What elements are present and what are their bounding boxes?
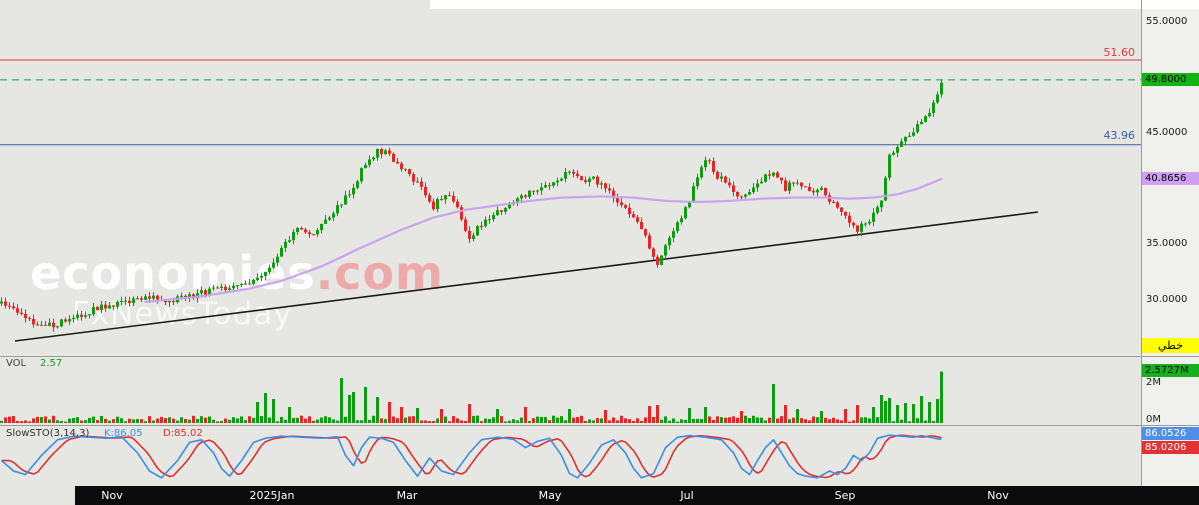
time-axis-label: Nov [101, 489, 123, 502]
price-axis-tick: 30.0000 [1146, 294, 1188, 305]
sto-k-label: K:86.05 [104, 428, 143, 439]
support-level-label: 43.96 [1103, 129, 1136, 142]
volume-pane-label: VOL [6, 358, 27, 369]
volume-axis-tick: 0M [1146, 414, 1161, 425]
time-axis-label: Nov [987, 489, 1009, 502]
watermark: economies.com FxNewsToday [30, 246, 444, 332]
time-axis[interactable]: Nov 2025Jan Mar May Jul Sep Nov [75, 486, 1199, 505]
ma-value-badge: 40.8656 [1142, 172, 1199, 185]
time-axis-label: Mar [396, 489, 418, 502]
time-axis-label: Jul [680, 489, 694, 502]
time-axis-label: Sep [834, 489, 856, 502]
price-axis-tick: 45.0000 [1146, 127, 1188, 138]
watermark-subtitle: FxNewsToday [72, 296, 293, 332]
watermark-brand-suffix: .com [315, 246, 444, 300]
time-axis-label: 2025Jan [249, 489, 295, 502]
scale-type-button[interactable]: خطي [1142, 338, 1199, 353]
watermark-brand-main: economies [30, 246, 316, 300]
watermark-brand: economies.com [30, 246, 444, 300]
price-axis-tick: 35.0000 [1146, 238, 1188, 249]
sto-k-value-badge: 86.0526 [1142, 427, 1199, 440]
sto-d-value-badge: 85.0206 [1142, 441, 1199, 454]
volume-axis-tick: 2M [1146, 377, 1161, 388]
volume-current: 2.57 [40, 358, 63, 369]
price-axis-tick: 55.0000 [1146, 16, 1188, 27]
time-axis-label: May [538, 489, 562, 502]
sto-pane-label: SlowSTO(3,14,3) [6, 428, 90, 439]
sto-d-label: D:85.02 [163, 428, 203, 439]
volume-value-badge: 2.5727M [1142, 364, 1199, 377]
target-price-badge: 49.8000 [1142, 73, 1199, 86]
resistance-level-label: 51.60 [1103, 46, 1136, 59]
